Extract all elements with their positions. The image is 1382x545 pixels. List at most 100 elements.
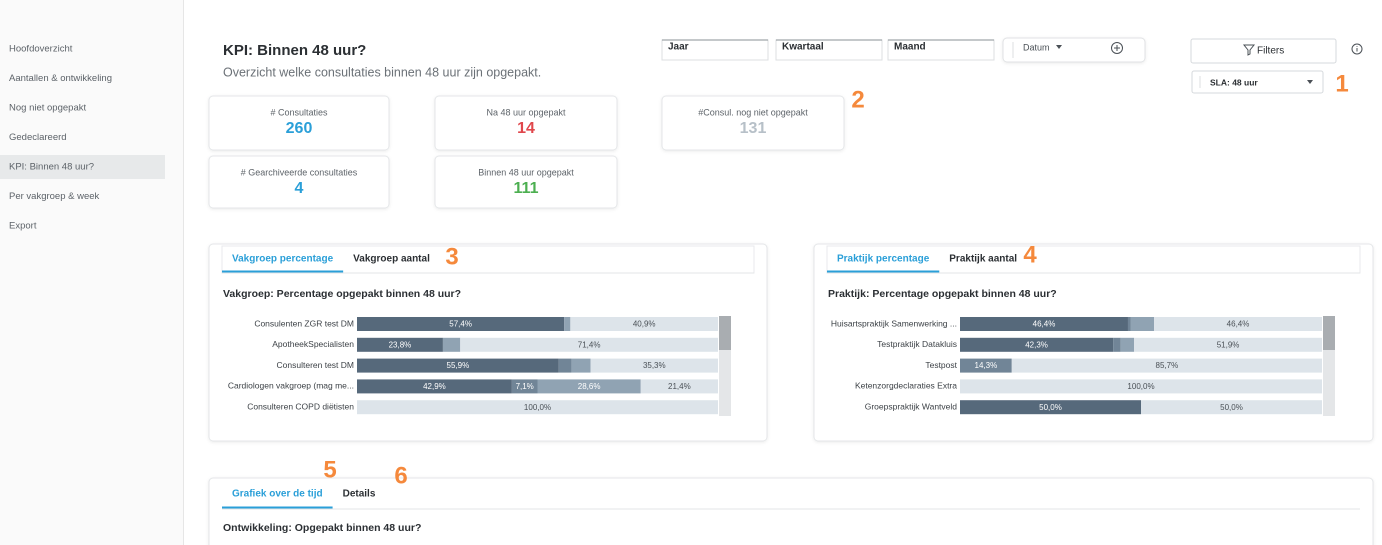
- callout-number: 1: [1335, 70, 1348, 97]
- segment-label: 46,4%: [1227, 320, 1250, 329]
- tab[interactable]: Grafiek over de tijd: [232, 489, 323, 500]
- nav-label: Gedeclareerd: [9, 132, 67, 143]
- callout-number: 4: [1023, 241, 1037, 268]
- page-subtitle: Overzicht welke consultaties binnen 48 u…: [223, 65, 541, 79]
- nav-item[interactable]: Export: [9, 221, 37, 232]
- chart-title: Vakgroep: Percentage opgepakt binnen 48 …: [223, 288, 461, 300]
- nav-item[interactable]: Gedeclareerd: [9, 132, 67, 143]
- bar-segment: [640, 379, 718, 394]
- segment-label: 14,3%: [975, 361, 998, 370]
- segment-label: 100,0%: [1127, 382, 1154, 391]
- kpi-card: #Consul. nog niet opgepakt 131: [661, 95, 845, 151]
- sla-label: SLA: 48 uur: [1210, 77, 1258, 87]
- segment-label: 23,8%: [389, 340, 412, 349]
- tab[interactable]: Vakgroep percentage: [232, 254, 334, 265]
- bar-segment: [960, 337, 1114, 352]
- kpi-label: #Consul. nog niet opgepakt: [698, 107, 808, 117]
- nav-label: KPI: Binnen 48 uur?: [9, 162, 94, 173]
- callouts: 1 2 3 4 5 6: [323, 70, 1348, 489]
- bottom-panel: Grafiek over de tijd Details Ontwikkeling:…: [208, 477, 1374, 545]
- sidebar: [0, 0, 183, 545]
- period-select[interactable]: Maand: [887, 39, 995, 61]
- kpi-value: 4: [295, 180, 304, 197]
- dropdown-arrow: [1307, 80, 1313, 84]
- segment-label: 85,7%: [1156, 361, 1179, 370]
- callout-number: 6: [394, 462, 407, 489]
- period-select[interactable]: Kwartaal: [775, 39, 883, 61]
- tab[interactable]: Vakgroep aantal: [353, 254, 430, 265]
- tab[interactable]: Details: [343, 489, 376, 500]
- nav-item[interactable]: Aantallen & ontwikkeling: [9, 73, 112, 84]
- page-title: KPI: Binnen 48 uur?: [223, 42, 366, 59]
- segment-label: 35,3%: [643, 361, 666, 370]
- sidebar-nav: Hoofdoverzicht Aantallen & ontwikkeling No…: [0, 44, 165, 232]
- row-label: Consulenten ZGR test DM: [254, 318, 354, 328]
- tab[interactable]: Praktijk aantal: [949, 254, 1017, 265]
- nav-label: Aantallen & ontwikkeling: [9, 73, 112, 84]
- kpi-card: Binnen 48 uur opgepakt 111: [434, 155, 618, 209]
- bar-segment: [1011, 358, 1322, 373]
- segment-label: 21,4%: [668, 382, 691, 391]
- bar-segment: [960, 400, 1141, 415]
- row-label: ApotheekSpecialisten: [272, 339, 354, 349]
- nav-label: Nog niet opgepakt: [9, 103, 86, 114]
- chart-title: Ontwikkeling: Opgepakt binnen 48 uur?: [223, 522, 421, 534]
- nav-active-bg: [0, 155, 165, 179]
- bar-segment: [1113, 337, 1121, 352]
- chart-panel: Praktijk percentage Praktijk aantal Prakti…: [813, 243, 1374, 442]
- segment-label: 42,3%: [1025, 340, 1048, 349]
- kpi-card-bg: [434, 155, 618, 209]
- segment-label: 51,9%: [1217, 340, 1240, 349]
- bar-segment: [960, 379, 1322, 394]
- scrollbar-thumb[interactable]: [719, 316, 731, 350]
- row-label: Huisartspraktijk Samenwerking ...: [831, 318, 957, 328]
- sla-select[interactable]: SLA: 48 uur: [1191, 70, 1324, 94]
- bar-segment: [357, 337, 443, 352]
- bar-segment: [442, 337, 461, 352]
- bar-segment: [357, 379, 512, 394]
- chart-panel: Vakgroep percentage Vakgroep aantal Vakgro…: [208, 243, 768, 442]
- segment-label: 46,4%: [1033, 320, 1056, 329]
- sla-box: [1191, 70, 1324, 94]
- period-label: Maand: [894, 42, 926, 53]
- date-label: Datum: [1023, 42, 1050, 52]
- row-label: Testpost: [925, 360, 957, 370]
- period-select[interactable]: Jaar: [661, 39, 769, 61]
- scrollbar-thumb[interactable]: [1323, 316, 1335, 350]
- bar-segment: [1141, 400, 1322, 415]
- kpi-label: # Gearchiveerde consultaties: [241, 167, 358, 177]
- kpi-value: 111: [514, 180, 539, 197]
- bar-segment: [571, 358, 591, 373]
- date-select[interactable]: Datum: [1002, 37, 1146, 63]
- bar-segment: [1154, 317, 1322, 331]
- bar-segment: [960, 317, 1128, 331]
- nav-item[interactable]: Per vakgroep & week: [9, 191, 100, 202]
- nav-item[interactable]: KPI: Binnen 48 uur?: [0, 155, 165, 179]
- bar-segment: [1130, 317, 1155, 331]
- filters-button[interactable]: Filters: [1190, 38, 1337, 64]
- bar-segment: [558, 358, 572, 373]
- segment-label: 50,0%: [1220, 403, 1243, 412]
- filters-label: Filters: [1257, 46, 1284, 57]
- segment-label: 71,4%: [578, 340, 601, 349]
- kpi-card: # Consultaties 260: [208, 95, 390, 151]
- kpi-card-bg: [661, 95, 845, 151]
- controls: Jaar Kwartaal Maand Datum Filters SLA: 48 uur: [661, 37, 1363, 94]
- callout-number: 5: [323, 456, 336, 483]
- segment-label: 57,4%: [449, 320, 472, 329]
- kpi-value: 260: [286, 120, 313, 137]
- tab[interactable]: Praktijk percentage: [837, 254, 930, 265]
- nav-item[interactable]: Hoofdoverzicht: [9, 44, 73, 55]
- kpi-card-bg: [208, 155, 390, 209]
- segment-label: 42,9%: [423, 382, 446, 391]
- bar-segment: [357, 358, 559, 373]
- bar-segment: [357, 400, 718, 415]
- segment-label: 100,0%: [524, 403, 551, 412]
- info-icon[interactable]: [1351, 43, 1363, 55]
- bar-segment: [960, 358, 1012, 373]
- period-label: Jaar: [668, 42, 689, 53]
- bar-segment: [590, 358, 718, 373]
- kpi-cards: # Consultaties 260 Na 48 uur opgepakt 14 #Co…: [208, 95, 845, 209]
- row-label: Groepspraktijk Wantveld: [865, 401, 958, 411]
- nav-item[interactable]: Nog niet opgepakt: [9, 103, 86, 114]
